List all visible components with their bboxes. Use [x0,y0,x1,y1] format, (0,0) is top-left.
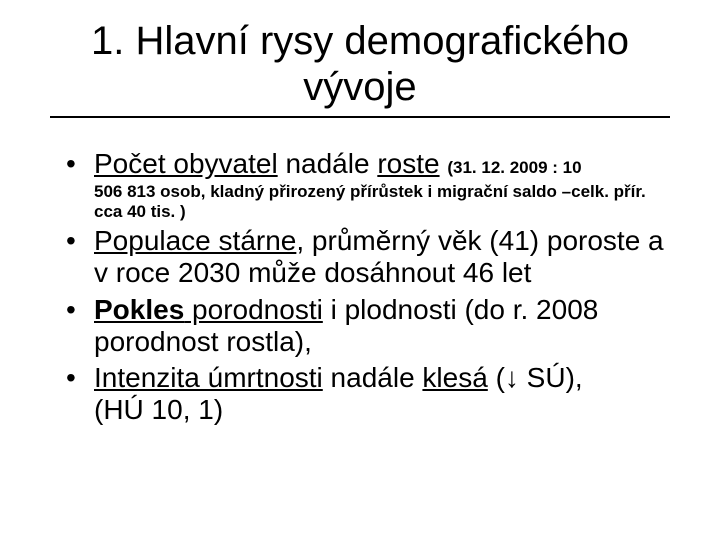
bullet-3: Pokles porodnosti i plodnosti (do r. 200… [60,294,670,358]
bullet-3-main: Pokles porodnosti i plodnosti (do r. 200… [94,294,598,357]
bullet-1-main: Počet obyvatel nadále roste [94,148,447,179]
bullet-4-line2: (HÚ 10, 1) [94,394,223,425]
title-line1: 1. Hlavní rysy demografického [91,19,629,63]
slide-title: 1. Hlavní rysy demografického vývoje [50,18,670,118]
bullet-2-main: Populace stárne, průměrný věk (41) poros… [94,225,664,288]
bullet-4: Intenzita úmrtnosti nadále klesá (↓ SÚ),… [60,362,670,426]
bullet-1: Počet obyvatel nadále roste (31. 12. 200… [60,148,670,221]
bullet-2: Populace stárne, průměrný věk (41) poros… [60,225,670,289]
bullet-4-main: Intenzita úmrtnosti nadále klesá (↓ SÚ), [94,362,583,393]
title-line2: vývoje [303,65,416,109]
bullet-1-sub: 506 813 osob, kladný přirozený přírůstek… [94,182,670,221]
bullet-list: Počet obyvatel nadále roste (31. 12. 200… [50,148,670,426]
bullet-1-tail: (31. 12. 2009 : 10 [447,158,581,177]
